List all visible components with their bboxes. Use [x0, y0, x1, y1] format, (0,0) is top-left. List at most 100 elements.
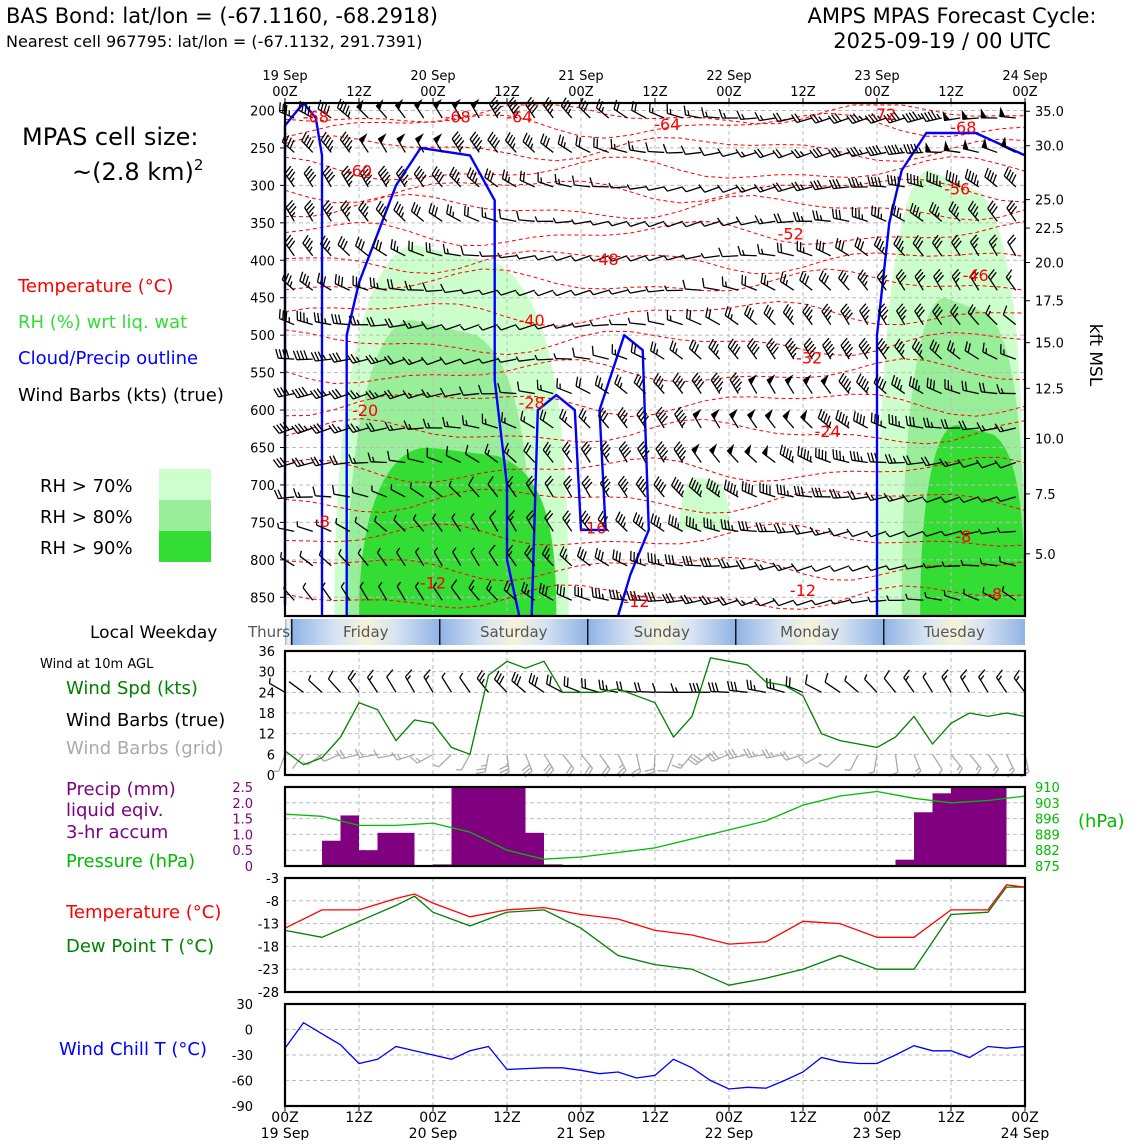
- weekday-label: Monday: [780, 623, 839, 641]
- pressure-tick-label: 600: [250, 404, 275, 419]
- wind-barb-true-half-feather: [773, 684, 774, 689]
- wind-barb-grid: [526, 754, 533, 771]
- upper-air-wind-barb-half-feather: [391, 484, 392, 489]
- dewpoint-label: Dew Point T (°C): [66, 936, 214, 957]
- upper-air-wind-barb-feather: [464, 206, 465, 215]
- height-tick-label: 15.0: [1035, 337, 1064, 352]
- wind-barb-grid-half-feather: [916, 768, 920, 772]
- bottom-tick-time: 00Z: [1011, 1110, 1038, 1126]
- wind-barb-grid: [324, 754, 341, 761]
- precip-bar: [489, 787, 508, 866]
- upper-air-wind-barb: [482, 256, 498, 257]
- chill-tick-label: -60: [232, 1075, 253, 1090]
- upper-air-wind-barb-feather: [557, 584, 558, 593]
- upper-air-wind-barb-feather: [430, 243, 431, 252]
- wind-barb-true-half-feather: [426, 676, 429, 680]
- precip-bar: [396, 833, 415, 866]
- height-tick-label: 5.0: [1035, 548, 1056, 563]
- temperature-contour-label: -72: [870, 105, 896, 124]
- upper-air-wind-barb-feather: [278, 490, 282, 499]
- wind-barb-true-half-feather: [1016, 676, 1019, 681]
- pressure-tick-label: 250: [250, 142, 275, 157]
- top-tick-time: 12Z: [494, 85, 520, 100]
- top-tick-time: 00Z: [716, 85, 742, 100]
- pressure-tick-label: 882: [1035, 844, 1060, 859]
- precip-bar: [470, 787, 489, 866]
- wind-barb-grid: [600, 754, 611, 769]
- upper-air-wind-barb-feather: [283, 310, 284, 319]
- wind-barb-grid: [461, 754, 470, 770]
- cell-size-label: MPAS cell size:: [22, 123, 198, 151]
- wind-barb-true-feather: [790, 678, 791, 687]
- wind-barb-true: [711, 692, 729, 693]
- upper-air-wind-barb: [371, 462, 387, 463]
- temp-tick-label: -28: [258, 986, 279, 1001]
- precip-bar: [359, 850, 378, 866]
- upper-air-wind-barb-feather: [686, 516, 687, 525]
- wind-barb-grid-feather: [410, 757, 417, 763]
- wind-barb-grid: [563, 754, 574, 768]
- wind-barb-grid: [951, 754, 962, 768]
- upper-air-wind-barb-feather: [279, 349, 281, 358]
- upper-air-wind-barb-feather: [745, 482, 746, 491]
- wind-barb-true-half-feather: [482, 679, 485, 684]
- wind-barb-grid: [1007, 754, 1015, 770]
- bottom-tick-time: 12Z: [937, 1110, 964, 1126]
- wind-barb-true-feather: [564, 676, 565, 685]
- upper-air-wind-barb-half-feather: [614, 144, 615, 149]
- upper-air-wind-barb-feather: [833, 449, 834, 458]
- wind-barb-true-feather: [731, 682, 733, 691]
- upper-air-wind-barb-feather: [930, 379, 931, 388]
- wind-barb-grid: [417, 754, 433, 763]
- upper-air-wind-barb-feather: [933, 174, 934, 183]
- wind-barb-true-feather: [532, 675, 535, 684]
- upper-air-wind-barb-feather: [648, 552, 649, 561]
- cross-section-panel: -68-68-64-64-72-68-60-56-52-48-46-40-32-…: [250, 69, 1105, 616]
- pressure-tick-label: 910: [1035, 781, 1060, 796]
- upper-air-wind-barb-feather: [687, 309, 688, 318]
- bottom-tick-time: 00Z: [863, 1110, 890, 1126]
- bottom-tick-time: 00Z: [271, 1110, 298, 1126]
- temperature-contour-label: -46: [963, 266, 989, 285]
- wind-barb-true: [767, 688, 784, 693]
- precip-bar: [322, 841, 341, 866]
- upper-air-wind-barb-feather: [937, 175, 938, 184]
- legend-rh: RH (%) wrt liq. wat: [18, 312, 187, 333]
- weekday-label: Friday: [343, 623, 389, 641]
- wind-barb-true: [406, 677, 415, 693]
- temperature-contour-label: -12: [790, 581, 816, 600]
- wind-barb-grid: [827, 754, 840, 767]
- wind-barb-true: [730, 690, 748, 692]
- rh-bin-90-label: RH > 90%: [40, 538, 133, 559]
- top-tick-date: 23 Sep: [854, 69, 899, 84]
- height-tick-label: 17.5: [1035, 295, 1064, 310]
- height-tick-label: 7.5: [1035, 488, 1056, 503]
- upper-air-wind-barb-half-feather: [737, 491, 738, 496]
- precip-label-1: Precip (mm): [66, 779, 176, 800]
- weekday-label: Saturday: [480, 623, 548, 641]
- local-weekday-label: Local Weekday: [90, 623, 217, 643]
- chill-tick-label: -90: [232, 1100, 253, 1115]
- temperature-contour-label: -64: [506, 107, 532, 126]
- temperature-contour-label: -56: [944, 179, 970, 198]
- wind-barb-grid: [933, 754, 943, 769]
- precip-bar: [933, 793, 952, 866]
- legend-cloud: Cloud/Precip outline: [18, 348, 198, 369]
- precip-tick-label: 1.5: [232, 813, 253, 828]
- upper-air-wind-barb: [722, 256, 738, 257]
- wind-barb-true-half-feather: [944, 676, 947, 680]
- wind-barb-grid: [896, 754, 898, 772]
- wind-barb-grid-half-feather: [397, 755, 400, 759]
- bottom-tick-time: 12Z: [789, 1110, 816, 1126]
- temp-tick-label: -18: [258, 940, 279, 955]
- pressure-tick-label: 650: [250, 441, 275, 456]
- upper-air-wind-barb-feather: [927, 171, 928, 180]
- wind-barb-true-half-feather: [998, 676, 1001, 680]
- upper-air-wind-barb-feather: [742, 275, 743, 284]
- upper-air-wind-barb-feather: [781, 243, 782, 252]
- wind-barb-true-feather: [512, 672, 516, 681]
- temperature-contour-label: -68: [950, 118, 976, 137]
- weekday-label: Sunday: [634, 623, 690, 641]
- pressure-tick-label: 450: [250, 292, 275, 307]
